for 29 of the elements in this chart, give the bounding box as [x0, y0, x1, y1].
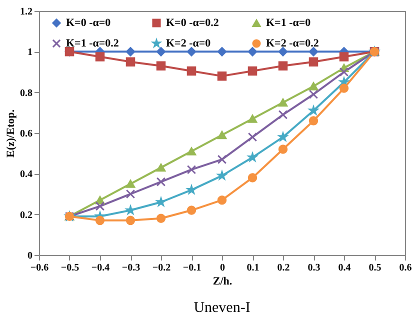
x-tick-label: −0.6 [30, 262, 49, 274]
y-axis-title: E(z)/Etop. [5, 109, 17, 158]
x-tick-label: −0.3 [122, 262, 140, 274]
x-tick-label: 0.1 [246, 262, 260, 274]
legend-label: K=0 -α=0.2 [166, 16, 220, 29]
x-tick-label: 0.4 [338, 262, 351, 274]
x-tick-label: −0.5 [60, 262, 80, 274]
y-tick-label: 0.2 [20, 210, 32, 221]
legend-label: K=0 -α=0 [66, 16, 112, 29]
y-tick-label: 0 [28, 250, 32, 262]
x-tick-label: −0.1 [182, 262, 202, 274]
x-tick-label: 0.6 [399, 262, 412, 274]
legend-label: K=2 -α=0 [166, 38, 212, 50]
x-tick-label: −0.4 [91, 262, 110, 274]
y-tick-label: 0.6 [20, 128, 32, 140]
y-tick-label: 0.8 [20, 88, 32, 99]
y-tick-label: 0.4 [20, 169, 32, 180]
legend-label: K=2 -α=0.2 [266, 38, 320, 50]
y-tick-label: 1 [28, 47, 32, 58]
legend-label: K=1 -α=0.2 [66, 38, 120, 50]
y-tick-label: 1.2 [20, 6, 32, 18]
legend-label: K=1 -α=0 [266, 17, 312, 30]
x-tick-label: 0 [220, 262, 225, 274]
text: Uneven-I [194, 300, 250, 316]
x-tick-label: −0.2 [152, 262, 171, 274]
x-tick-label: 0.5 [368, 262, 382, 274]
x-tick-label: 0.3 [308, 262, 320, 274]
x-axis-title: Z/h. [212, 276, 232, 288]
x-tick-label: 0.2 [277, 262, 290, 274]
